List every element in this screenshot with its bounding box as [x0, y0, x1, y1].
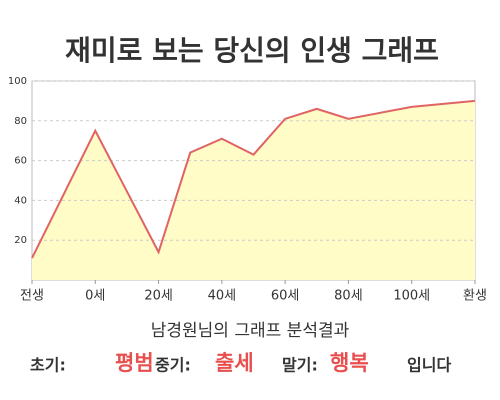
y-tick-label: 40	[14, 195, 27, 206]
stage-word: 행복	[330, 351, 369, 375]
analysis-title: 남경원님의 그래프 분석결과	[151, 321, 350, 341]
y-tick-label: 60	[14, 156, 27, 167]
x-tick-label: 20세	[144, 289, 173, 304]
x-tick-label: 환생	[463, 289, 487, 304]
stage-word: 평범	[115, 351, 154, 375]
x-tick-label: 전생	[20, 289, 44, 304]
stage-label: 초기:	[30, 356, 66, 375]
x-tick-label: 0세	[85, 289, 105, 304]
y-tick-label: 20	[14, 235, 27, 246]
x-tick-label: 100세	[393, 289, 430, 304]
line	[31, 99, 476, 259]
area-fill	[32, 100, 475, 281]
stage-word: 출세	[215, 351, 254, 375]
y-tick-label: 100	[8, 76, 27, 87]
chart-title: 재미로 보는 당신의 인생 그래프	[65, 34, 439, 67]
analysis-ending: 입니다	[407, 356, 451, 375]
x-tick-label: 60세	[271, 289, 300, 304]
x-tick-label: 80세	[334, 289, 363, 304]
y-tick-label: 80	[14, 116, 27, 127]
stage-label: 중기:	[155, 356, 191, 375]
x-tick-label: 40세	[208, 289, 237, 304]
stage-label: 말기:	[282, 356, 318, 375]
